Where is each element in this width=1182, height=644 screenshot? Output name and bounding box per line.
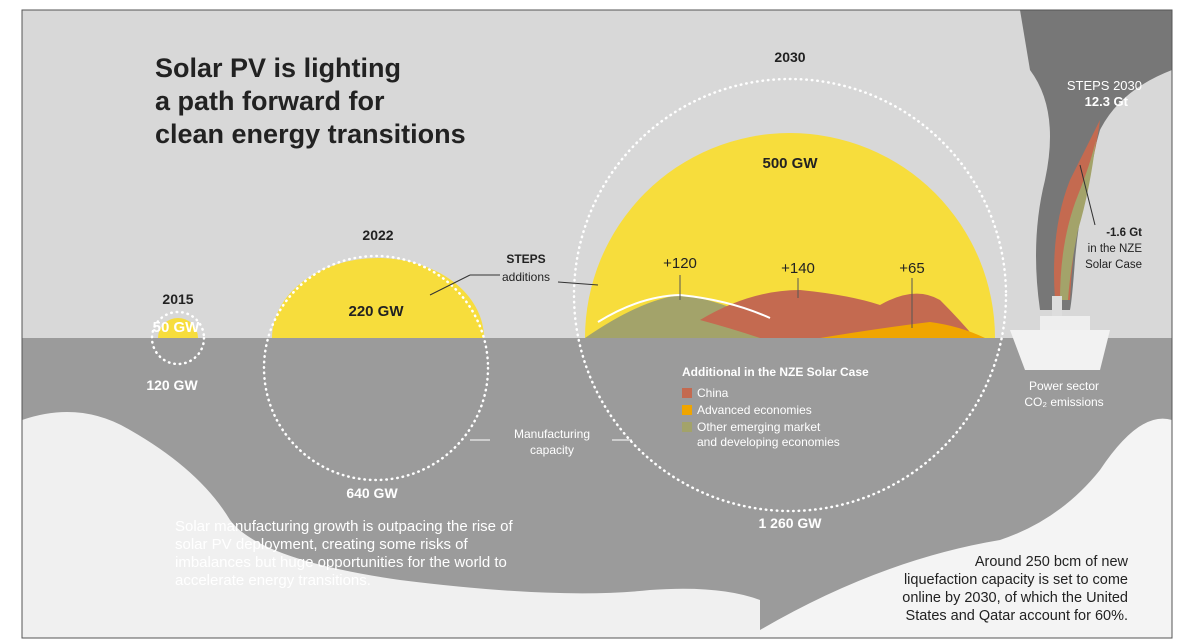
emissions-label: CO₂ emissions <box>1024 395 1103 409</box>
note-left: imbalances but huge opportunities for th… <box>175 554 507 571</box>
manufacturing-label: capacity <box>530 443 574 457</box>
deployment: 500 GW <box>762 155 818 172</box>
emissions-steps: STEPS 2030 <box>1067 78 1142 93</box>
note-left: accelerate energy transitions. <box>175 572 371 589</box>
title-line: a path forward for <box>155 86 385 116</box>
manufacturing: 640 GW <box>346 485 398 501</box>
steps-label: additions <box>502 270 550 284</box>
addition: +65 <box>899 260 924 277</box>
emissions-nze: -1.6 Gt <box>1106 227 1142 239</box>
legend-label: Other emerging market <box>697 420 821 434</box>
legend-title: Additional in the NZE Solar Case <box>682 365 869 379</box>
title-line: clean energy transitions <box>155 119 466 149</box>
deployment: 220 GW <box>348 303 404 320</box>
emissions-steps: 12.3 Gt <box>1085 94 1129 109</box>
note-left: solar PV deployment, creating some risks… <box>175 536 468 553</box>
note-right: States and Qatar account for 60%. <box>906 608 1128 624</box>
note-right: online by 2030, of which the United <box>902 590 1128 606</box>
steps-label: STEPS <box>506 252 545 266</box>
emissions-label: Power sector <box>1029 379 1099 393</box>
addition: +140 <box>781 260 815 277</box>
title-line: Solar PV is lighting <box>155 53 401 83</box>
year: 2022 <box>362 227 393 243</box>
emissions-nze: in the NZE <box>1088 243 1143 255</box>
chimney <box>1052 296 1062 316</box>
year: 2015 <box>162 291 193 307</box>
ship <box>1010 330 1110 370</box>
infographic: Solar PV is lighting a path forward for … <box>0 0 1182 644</box>
ship-cabin <box>1040 316 1090 330</box>
manufacturing: 1 260 GW <box>758 515 822 531</box>
legend-label: Advanced economies <box>697 403 812 417</box>
legend-label: and developing economies <box>697 435 840 449</box>
legend-swatch <box>682 405 692 415</box>
emissions-nze: Solar Case <box>1085 259 1142 271</box>
legend-swatch <box>682 388 692 398</box>
legend-label: China <box>697 386 729 400</box>
addition: +120 <box>663 255 697 272</box>
note-right: liquefaction capacity is set to come <box>904 572 1128 588</box>
note-right: Around 250 bcm of new <box>975 554 1129 570</box>
manufacturing: 120 GW <box>146 377 198 393</box>
note-left: Solar manufacturing growth is outpacing … <box>175 518 514 535</box>
deployment: 50 GW <box>153 319 201 336</box>
year: 2030 <box>774 49 805 65</box>
legend-swatch <box>682 422 692 432</box>
manufacturing-label: Manufacturing <box>514 427 590 441</box>
